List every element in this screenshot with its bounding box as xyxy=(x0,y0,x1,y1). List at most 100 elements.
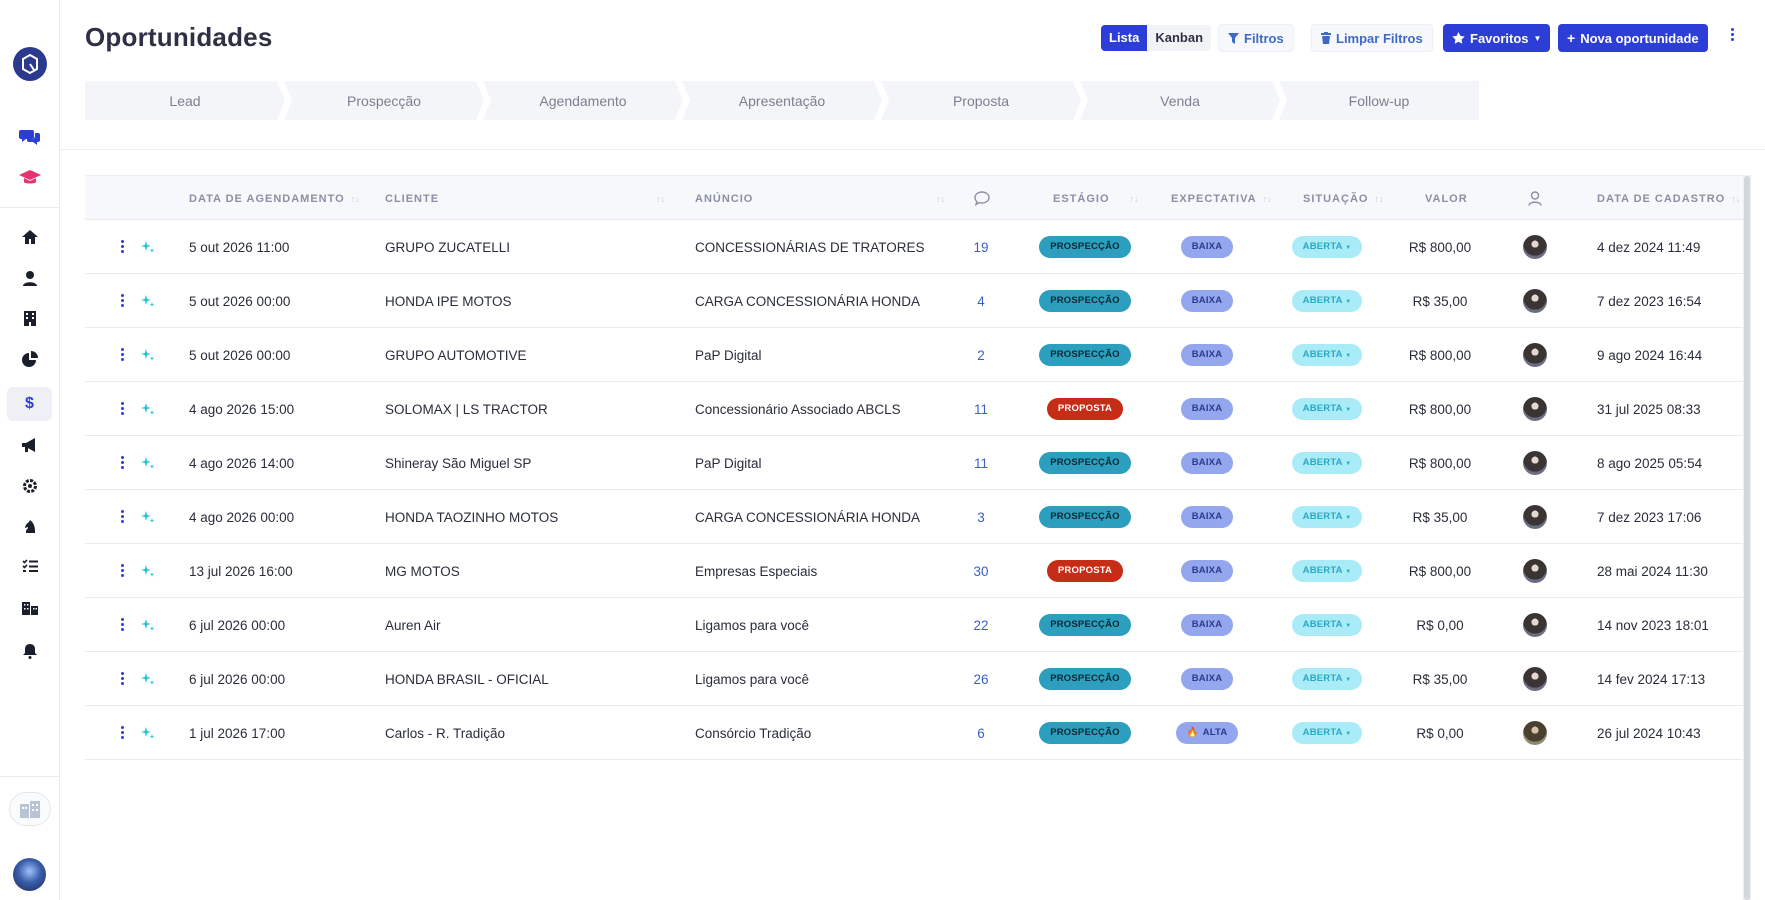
table-scrollbar-thumb[interactable] xyxy=(1744,176,1750,900)
ai-sparkle-icon[interactable] xyxy=(140,382,156,436)
client-name[interactable]: Carlos - R. Tradição xyxy=(385,725,506,741)
responsible-avatar[interactable] xyxy=(1523,721,1547,745)
table-row[interactable]: 5 out 2026 00:00 GRUPO AUTOMOTIVE PaP Di… xyxy=(85,328,1743,382)
ad-name[interactable]: Concessionário Associado ABCLS xyxy=(695,401,901,417)
expectation-badge[interactable]: 🔥BAIXA xyxy=(1180,506,1234,528)
column-estagio[interactable]: ESTÁGIO ↑↓ xyxy=(1053,192,1139,205)
favorites-dropdown[interactable]: Favoritos ▼ xyxy=(1443,24,1551,52)
more-options-icon[interactable] xyxy=(1727,28,1737,48)
chat-icon[interactable] xyxy=(7,119,52,153)
table-row[interactable]: 6 jul 2026 00:00 Auren Air Ligamos para … xyxy=(85,598,1743,652)
client-name[interactable]: Auren Air xyxy=(385,617,441,633)
stage-badge[interactable]: PROSPECÇÃO xyxy=(1039,452,1131,474)
ad-name[interactable]: CARGA CONCESSIONÁRIA HONDA xyxy=(695,293,921,309)
responsible-avatar[interactable] xyxy=(1523,235,1547,259)
kanban-view-button[interactable]: Kanban xyxy=(1155,30,1204,45)
expectation-badge[interactable]: 🔥BAIXA xyxy=(1180,398,1234,420)
stage-badge[interactable]: PROSPECÇÃO xyxy=(1039,506,1131,528)
row-options-icon[interactable] xyxy=(117,725,127,741)
row-options-icon[interactable] xyxy=(117,671,127,687)
message-count[interactable]: 6 xyxy=(977,725,985,741)
status-dropdown[interactable]: ABERTA ▼ xyxy=(1291,290,1363,312)
responsible-avatar[interactable] xyxy=(1523,343,1547,367)
table-row[interactable]: 13 jul 2026 16:00 MG MOTOS Empresas Espe… xyxy=(85,544,1743,598)
expectation-badge[interactable]: 🔥BAIXA xyxy=(1180,614,1234,636)
checklist-icon[interactable] xyxy=(7,549,52,583)
expectation-badge[interactable]: 🔥BAIXA xyxy=(1180,236,1234,258)
table-row[interactable]: 5 out 2026 11:00 GRUPO ZUCATELLI CONCESS… xyxy=(85,220,1743,274)
table-row[interactable]: 5 out 2026 00:00 HONDA IPE MOTOS CARGA C… xyxy=(85,274,1743,328)
message-count[interactable]: 3 xyxy=(977,509,985,525)
column-situacao[interactable]: SITUAÇÃO ↑↓ xyxy=(1303,192,1384,205)
city-icon[interactable] xyxy=(7,590,52,624)
filters-button[interactable]: Filtros xyxy=(1218,24,1294,52)
row-options-icon[interactable] xyxy=(117,293,127,309)
ai-sparkle-icon[interactable] xyxy=(140,436,156,490)
stage-badge[interactable]: PROSPECÇÃO xyxy=(1039,722,1131,744)
client-name[interactable]: HONDA BRASIL - OFICIAL xyxy=(385,671,549,687)
stage-agendamento[interactable]: Agendamento xyxy=(483,81,683,120)
ai-sparkle-icon[interactable] xyxy=(140,598,156,652)
responsible-avatar[interactable] xyxy=(1523,397,1547,421)
message-count[interactable]: 11 xyxy=(973,455,988,471)
status-dropdown[interactable]: ABERTA ▼ xyxy=(1291,236,1363,258)
table-row[interactable]: 4 ago 2026 14:00 Shineray São Miguel SP … xyxy=(85,436,1743,490)
stage-badge[interactable]: PROSPECÇÃO xyxy=(1039,236,1131,258)
ai-sparkle-icon[interactable] xyxy=(140,328,156,382)
ad-name[interactable]: Empresas Especiais xyxy=(695,563,818,579)
message-count[interactable]: 2 xyxy=(977,347,985,363)
row-options-icon[interactable] xyxy=(117,563,127,579)
responsible-avatar[interactable] xyxy=(1523,559,1547,583)
stage-badge[interactable]: PROSPECÇÃO xyxy=(1039,614,1131,636)
message-count[interactable]: 26 xyxy=(973,671,989,687)
table-row[interactable]: 1 jul 2026 17:00 Carlos - R. Tradição Co… xyxy=(85,706,1743,760)
client-name[interactable]: HONDA TAOZINHO MOTOS xyxy=(385,509,559,525)
responsible-avatar[interactable] xyxy=(1523,289,1547,313)
status-dropdown[interactable]: ABERTA ▼ xyxy=(1291,344,1363,366)
gear-icon[interactable] xyxy=(7,469,52,503)
expectation-badge[interactable]: 🔥 ALTA xyxy=(1175,722,1239,744)
status-dropdown[interactable]: ABERTA ▼ xyxy=(1291,560,1363,582)
user-avatar[interactable] xyxy=(13,858,46,891)
stage-badge[interactable]: PROSPECÇÃO xyxy=(1039,344,1131,366)
ad-name[interactable]: CARGA CONCESSIONÁRIA HONDA xyxy=(695,509,921,525)
message-count[interactable]: 30 xyxy=(973,563,989,579)
message-count[interactable]: 19 xyxy=(973,239,989,255)
stage-lead[interactable]: Lead xyxy=(85,81,285,120)
status-dropdown[interactable]: ABERTA ▼ xyxy=(1291,722,1363,744)
message-count[interactable]: 11 xyxy=(973,401,988,417)
ai-sparkle-icon[interactable] xyxy=(140,544,156,598)
responsible-avatar[interactable] xyxy=(1523,505,1547,529)
pie-chart-icon[interactable] xyxy=(7,342,52,376)
row-options-icon[interactable] xyxy=(117,401,127,417)
ad-name[interactable]: PaP Digital xyxy=(695,347,762,363)
stage-apresentacao[interactable]: Apresentação xyxy=(682,81,882,120)
list-view-button[interactable]: Lista xyxy=(1101,25,1148,51)
building-icon[interactable] xyxy=(7,301,52,335)
table-row[interactable]: 4 ago 2026 15:00 SOLOMAX | LS TRACTOR Co… xyxy=(85,382,1743,436)
ai-sparkle-icon[interactable] xyxy=(140,652,156,706)
ad-name[interactable]: PaP Digital xyxy=(695,455,762,471)
ai-sparkle-icon[interactable] xyxy=(140,274,156,328)
user-icon[interactable] xyxy=(7,261,52,295)
new-opportunity-button[interactable]: + Nova oportunidade xyxy=(1558,24,1708,52)
dollar-icon[interactable]: $ xyxy=(7,387,52,421)
status-dropdown[interactable]: ABERTA ▼ xyxy=(1291,668,1363,690)
ad-name[interactable]: Consórcio Tradição xyxy=(695,725,812,741)
ai-sparkle-icon[interactable] xyxy=(140,220,156,274)
bell-icon[interactable] xyxy=(7,634,52,668)
client-name[interactable]: GRUPO AUTOMOTIVE xyxy=(385,347,527,363)
stage-badge[interactable]: PROSPECÇÃO xyxy=(1039,668,1131,690)
client-name[interactable]: HONDA IPE MOTOS xyxy=(385,293,512,309)
megaphone-icon[interactable] xyxy=(7,428,52,462)
messages-column-icon[interactable] xyxy=(974,176,990,221)
home-icon[interactable] xyxy=(7,220,52,254)
table-row[interactable]: 4 ago 2026 00:00 HONDA TAOZINHO MOTOS CA… xyxy=(85,490,1743,544)
client-name[interactable]: GRUPO ZUCATELLI xyxy=(385,239,511,255)
expectation-badge[interactable]: 🔥BAIXA xyxy=(1180,452,1234,474)
client-name[interactable]: Shineray São Miguel SP xyxy=(385,455,532,471)
message-count[interactable]: 22 xyxy=(973,617,989,633)
ad-name[interactable]: Ligamos para você xyxy=(695,671,810,687)
row-options-icon[interactable] xyxy=(117,347,127,363)
column-expectativa[interactable]: EXPECTATIVA ↑↓ xyxy=(1171,192,1272,205)
